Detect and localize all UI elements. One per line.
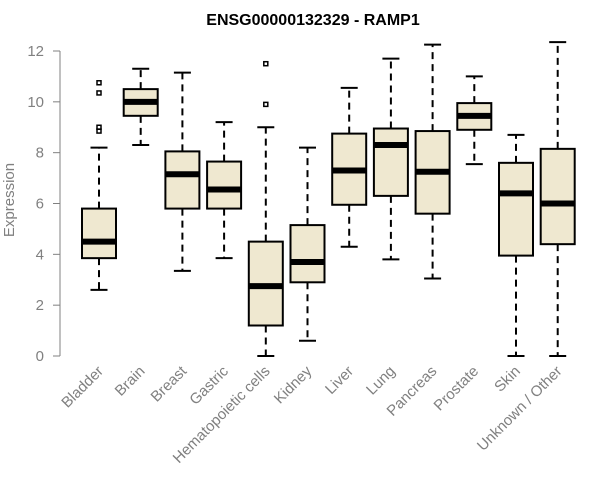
y-tick-label: 6 xyxy=(36,196,44,213)
box-group-6 xyxy=(331,86,368,248)
box-group-2 xyxy=(164,71,201,272)
box-group-10 xyxy=(498,133,534,357)
y-tick-label: 8 xyxy=(36,145,44,162)
outlier-point xyxy=(263,60,269,67)
y-tick-label: 0 xyxy=(36,348,44,365)
box xyxy=(498,161,534,257)
y-axis-label: Expression xyxy=(1,163,18,237)
y-tick-label: 4 xyxy=(36,246,44,263)
x-tick-label: Bladder xyxy=(58,363,107,412)
y-tick-label: 2 xyxy=(36,297,44,314)
x-tick-label: Skin xyxy=(491,363,524,396)
x-tick-label: Kidney xyxy=(271,362,316,407)
outlier-point xyxy=(96,124,102,130)
box xyxy=(539,147,576,246)
x-tick-label: Liver xyxy=(322,363,357,398)
chart-title: ENSG00000132329 - RAMP1 xyxy=(206,12,420,29)
x-tick-label: Breast xyxy=(148,362,191,405)
box xyxy=(372,127,409,197)
y-axis: 0 2 4 6 8 10 12 xyxy=(27,43,61,365)
box-group-1 xyxy=(122,67,159,147)
box-group-4 xyxy=(247,60,284,357)
x-tick-label: Lung xyxy=(363,363,399,399)
box-group-8 xyxy=(414,43,451,280)
box xyxy=(206,160,243,210)
box xyxy=(289,224,326,284)
box xyxy=(164,150,201,210)
box xyxy=(81,207,117,260)
outlier-point xyxy=(96,80,102,86)
boxes-layer xyxy=(81,41,576,357)
outlier-point xyxy=(263,101,269,108)
box-group-3 xyxy=(206,121,243,260)
box-group-11 xyxy=(539,41,576,357)
y-tick-label: 10 xyxy=(27,94,44,111)
box-group-0 xyxy=(81,80,117,291)
box-group-5 xyxy=(289,146,326,342)
x-tick-label: Brain xyxy=(112,363,149,400)
box-group-9 xyxy=(456,75,493,166)
y-tick-label: 12 xyxy=(27,43,44,60)
outlier-point xyxy=(96,90,102,96)
box-group-7 xyxy=(372,57,409,261)
x-tick-label: Prostate xyxy=(431,363,483,415)
